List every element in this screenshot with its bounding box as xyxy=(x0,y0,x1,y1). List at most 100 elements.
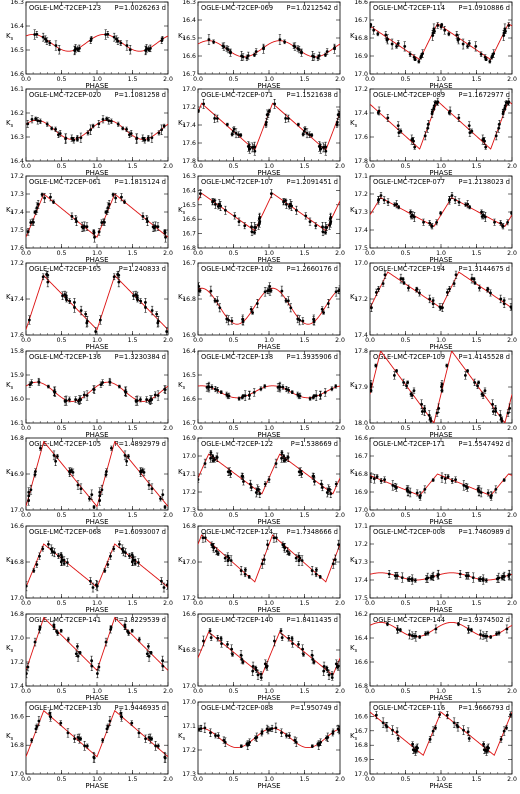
data-marker xyxy=(120,195,123,199)
data-marker xyxy=(198,192,202,196)
data-marker xyxy=(273,102,277,106)
data-marker xyxy=(131,555,135,559)
data-marker xyxy=(502,31,506,35)
data-marker xyxy=(65,561,69,564)
data-marker xyxy=(45,39,49,43)
x-tick-label: 0.0 xyxy=(365,163,375,170)
y-tick-label: 16.3 xyxy=(182,173,196,180)
y-tick-label: 17.3 xyxy=(10,191,24,198)
data-point xyxy=(502,30,506,36)
x-tick-label: 0.5 xyxy=(229,512,239,519)
period-label: P=1.6093007 d xyxy=(115,528,166,536)
data-marker xyxy=(139,469,142,473)
data-marker xyxy=(395,202,399,206)
data-marker xyxy=(77,399,80,403)
data-point xyxy=(408,487,412,498)
data-point xyxy=(91,582,95,593)
data-marker xyxy=(296,317,300,321)
data-point xyxy=(319,144,323,154)
data-marker xyxy=(280,451,284,454)
data-marker xyxy=(304,214,308,218)
data-marker xyxy=(285,549,289,553)
data-marker xyxy=(283,40,287,44)
data-marker xyxy=(253,231,256,235)
data-marker xyxy=(149,398,153,401)
data-marker xyxy=(32,569,36,573)
y-tick-label: 16.8 xyxy=(354,471,368,478)
y-tick-label: 17.6 xyxy=(182,140,196,147)
data-point xyxy=(264,121,268,128)
data-point xyxy=(139,298,143,304)
data-point xyxy=(106,31,110,38)
data-point xyxy=(274,533,278,543)
y-axis-label-subscript: s xyxy=(183,210,186,216)
data-marker xyxy=(292,44,296,48)
data-point xyxy=(372,473,376,484)
data-point xyxy=(231,127,235,135)
data-point xyxy=(443,473,447,484)
data-point xyxy=(216,386,219,394)
data-point xyxy=(62,556,66,564)
y-tick-label: 17.2 xyxy=(182,104,196,111)
data-marker xyxy=(156,225,160,229)
data-marker xyxy=(262,558,266,562)
data-point xyxy=(379,478,383,484)
data-point xyxy=(290,201,293,211)
data-point xyxy=(247,391,251,400)
data-marker xyxy=(136,561,140,564)
data-marker xyxy=(216,388,219,392)
data-point xyxy=(215,452,219,463)
data-marker xyxy=(335,120,339,124)
data-point xyxy=(413,144,417,150)
data-point xyxy=(287,203,291,210)
data-point xyxy=(263,287,267,297)
data-point xyxy=(267,285,271,295)
y-axis-label: Ks xyxy=(178,293,186,303)
data-point xyxy=(107,200,111,209)
y-tick-label: 17.8 xyxy=(354,348,368,355)
data-point xyxy=(377,196,381,203)
data-marker xyxy=(510,306,512,310)
data-marker xyxy=(115,37,118,41)
x-tick-label: 0.0 xyxy=(21,512,31,519)
data-point xyxy=(60,555,64,560)
data-point xyxy=(237,396,241,401)
data-marker xyxy=(499,221,503,225)
data-point xyxy=(443,25,447,35)
data-marker xyxy=(370,306,373,310)
data-point xyxy=(123,386,127,396)
data-point xyxy=(224,205,227,215)
data-point xyxy=(241,314,245,325)
data-marker xyxy=(499,297,503,301)
data-point xyxy=(430,223,433,229)
data-point xyxy=(439,24,443,30)
data-point xyxy=(81,224,85,232)
data-point xyxy=(100,484,104,495)
data-marker xyxy=(395,45,398,48)
data-marker xyxy=(253,149,257,153)
y-axis-label-subscript: s xyxy=(355,297,358,303)
y-axis-label: Ks xyxy=(350,119,358,129)
data-marker xyxy=(117,280,121,284)
y-axis-label: Ks xyxy=(178,32,186,42)
data-point xyxy=(406,488,409,493)
data-point xyxy=(34,116,38,121)
data-point xyxy=(462,480,466,491)
data-marker xyxy=(161,493,165,497)
data-point xyxy=(399,128,403,134)
light-curve-panel: 0.0 0.5 1.0 1.5 2.0 PHASE 17.8 17.9 18.0 Ks OGLE-L… xyxy=(350,348,517,439)
data-point xyxy=(249,306,253,312)
data-point xyxy=(52,386,56,396)
data-point xyxy=(312,473,316,480)
y-tick-label: 17.6 xyxy=(10,332,24,339)
data-marker xyxy=(153,393,157,397)
data-point xyxy=(41,273,45,281)
y-tick-label: 16.6 xyxy=(182,216,196,223)
star-name: OGLE-LMC-T2CEP-136 xyxy=(29,353,101,361)
star-name: OGLE-LMC-T2CEP-109 xyxy=(373,353,445,361)
data-point xyxy=(282,198,286,205)
data-point xyxy=(464,202,468,207)
data-marker xyxy=(412,389,416,393)
star-name: OGLE-LMC-T2CEP-123 xyxy=(29,4,101,12)
data-marker xyxy=(110,446,113,450)
